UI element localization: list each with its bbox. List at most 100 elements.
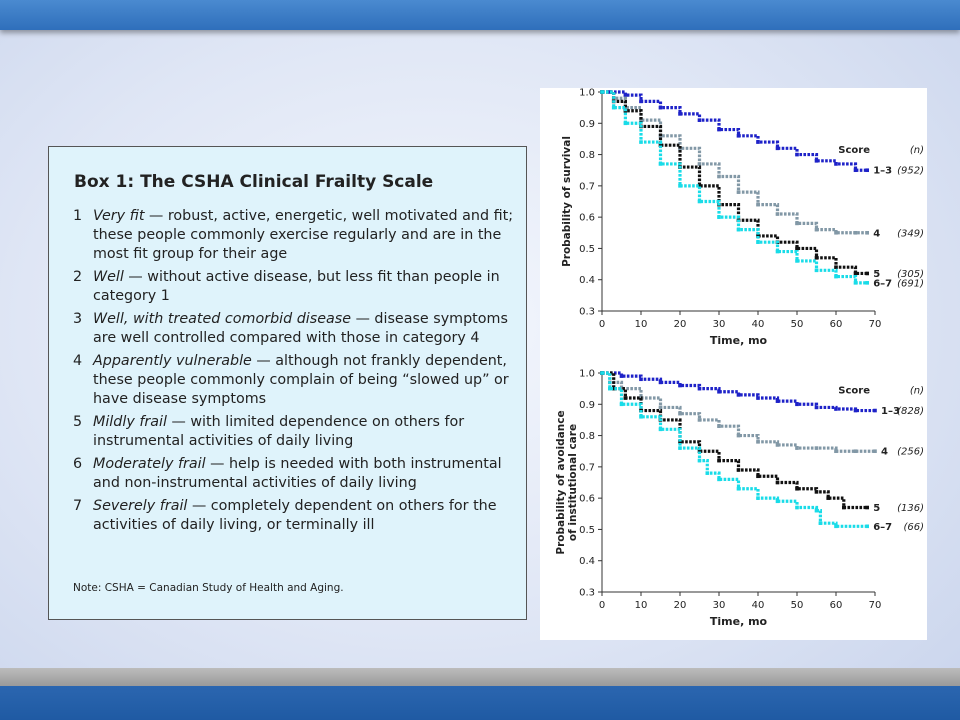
item-number: 2 [73, 269, 83, 285]
x-tick-label: 40 [752, 600, 765, 611]
data-point [865, 505, 869, 510]
data-point [678, 383, 682, 388]
data-point [873, 449, 877, 454]
data-point [639, 140, 643, 144]
data-point [619, 374, 624, 378]
y-axis-label: of institutional care [567, 424, 579, 541]
data-point [818, 521, 823, 525]
data-point [814, 508, 819, 513]
data-point [619, 386, 624, 391]
data-point [697, 184, 702, 188]
y-tick-label: 0.4 [579, 556, 595, 567]
data-point [826, 496, 830, 500]
data-point [678, 112, 682, 116]
data-point [756, 202, 760, 207]
data-point [717, 127, 721, 132]
item-number: 1 [73, 208, 83, 224]
data-point [795, 152, 799, 157]
data-point [623, 93, 628, 97]
x-tick-label: 50 [791, 319, 804, 330]
data-point [736, 227, 741, 232]
y-axis-label: Probability of avoidance [555, 410, 567, 554]
survival-chart: 0 10 20 30 40 50 60 70 0.3 0.4 0.5 0.6 0.7 0.8 0.9 1.0 T… [561, 88, 924, 348]
legend-title-n: (n) [910, 145, 924, 156]
y-tick-label: 0.9 [579, 119, 595, 130]
x-tick-label: 60 [830, 319, 843, 330]
item-description: — although not frankly dependent, these … [93, 353, 509, 407]
data-point [834, 265, 838, 269]
data-point [756, 240, 760, 244]
y-tick-label: 0.3 [579, 588, 595, 599]
data-point [717, 174, 721, 179]
data-point [853, 408, 858, 413]
data-point [736, 468, 741, 472]
data-point [658, 380, 663, 385]
y-tick-label: 0.5 [579, 525, 595, 536]
data-point [814, 490, 819, 494]
data-point [814, 405, 819, 410]
series-label: 4 [881, 447, 888, 458]
legend-title: Score [838, 145, 870, 156]
series-n-label: (136) [897, 503, 924, 514]
data-point [678, 446, 682, 450]
data-point [853, 230, 858, 235]
bottom-banner [0, 686, 960, 720]
item-number: 5 [73, 414, 83, 430]
data-point [873, 408, 877, 413]
x-tick-label: 20 [674, 319, 687, 330]
footer-stripe [0, 668, 960, 686]
data-point [736, 486, 741, 491]
scale-item: 2 Well — without active disease, but less… [73, 268, 513, 306]
item-number: 7 [73, 498, 83, 514]
data-point [814, 446, 819, 450]
item-number: 4 [73, 353, 83, 369]
data-point [736, 190, 741, 194]
data-point [795, 486, 799, 491]
data-point [814, 256, 819, 260]
data-point [795, 446, 799, 450]
data-point [697, 199, 702, 204]
y-tick-label: 0.3 [579, 307, 595, 318]
data-point [756, 140, 760, 144]
frailty-scale-box: Box 1: The CSHA Clinical Frailty Scale 1… [48, 146, 527, 620]
series-label: 4 [873, 228, 880, 239]
data-point [756, 234, 760, 238]
data-point [775, 146, 780, 151]
data-point [717, 215, 721, 219]
data-point [678, 184, 682, 188]
legend-title: Score [838, 386, 870, 397]
data-point [775, 212, 780, 216]
item-term: Apparently vulnerable [93, 353, 252, 369]
scale-item: 3 Well, with treated comorbid disease — d… [73, 310, 513, 348]
data-point [834, 449, 838, 454]
data-point [639, 118, 643, 122]
data-point [853, 271, 858, 276]
data-point [717, 477, 721, 482]
x-tick-label: 20 [674, 600, 687, 611]
data-point [853, 168, 858, 173]
x-tick-label: 10 [635, 319, 648, 330]
item-number: 3 [73, 311, 83, 327]
data-point [756, 496, 760, 500]
series-n-label: (305) [897, 269, 924, 280]
series-line [602, 90, 868, 285]
y-tick-label: 0.8 [579, 431, 595, 442]
x-axis-label: Time, mo [710, 615, 768, 628]
data-point [639, 415, 643, 419]
series-line [602, 371, 875, 453]
data-point [611, 105, 616, 110]
data-point [775, 443, 780, 447]
series-n-label: (691) [897, 278, 924, 289]
x-tick-label: 40 [752, 319, 765, 330]
data-point [775, 249, 780, 254]
item-description: — disease symptoms are well controlled c… [93, 311, 508, 346]
frailty-scale-list: 1 Very fit — robust, active, energetic, w… [73, 207, 513, 539]
y-tick-label: 0.5 [579, 244, 595, 255]
data-point [717, 424, 721, 428]
item-term: Well [93, 269, 124, 285]
charts-panel: 0 10 20 30 40 50 60 70 0.3 0.4 0.5 0.6 0.7 0.8 0.9 1.0 T… [540, 88, 927, 640]
series-label: 5 [873, 503, 880, 514]
data-point [775, 499, 780, 504]
legend-title-n: (n) [910, 386, 924, 397]
data-point [834, 162, 838, 166]
